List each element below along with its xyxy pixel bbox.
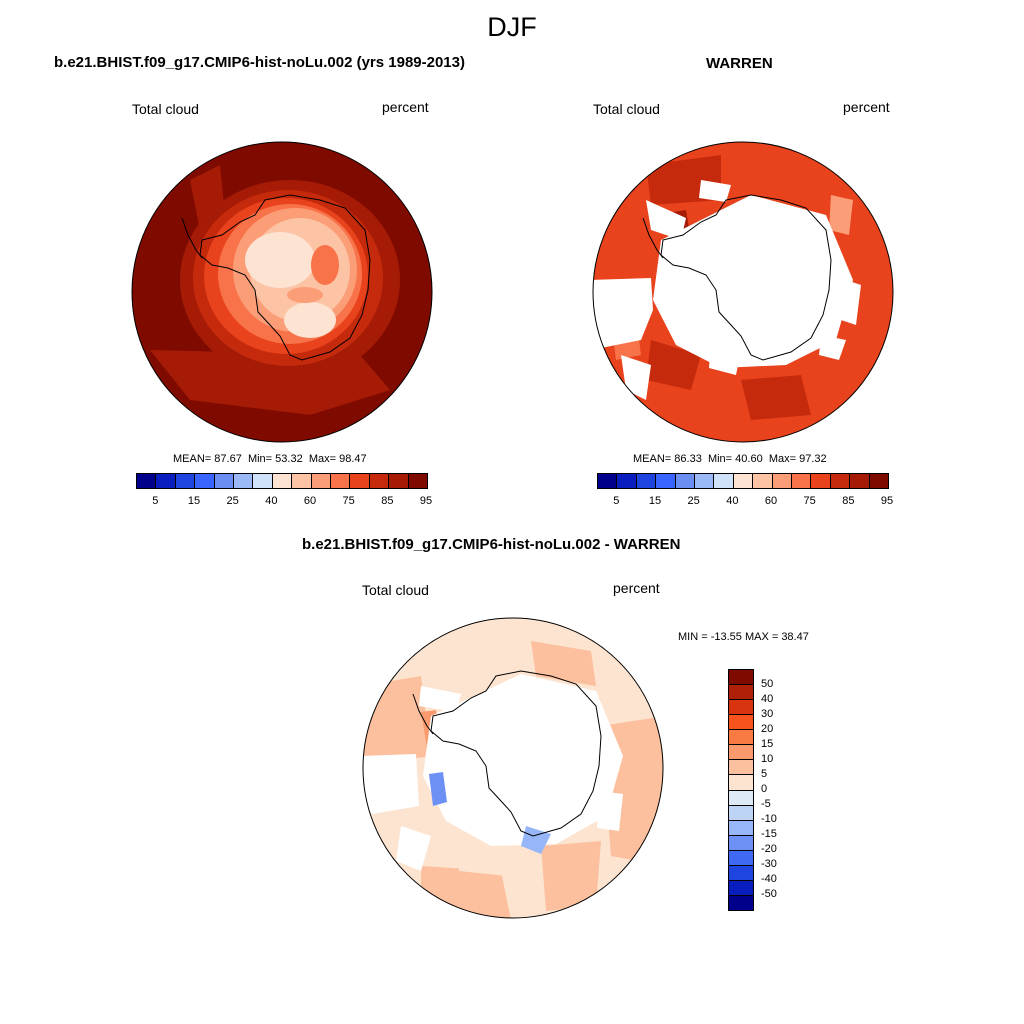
colorbar-tick-label: 95 xyxy=(419,495,433,507)
panel-1-colorbar xyxy=(136,473,428,489)
panel-1-map xyxy=(131,141,433,443)
panel-2-colorbar xyxy=(597,473,889,489)
colorbar-swatch xyxy=(714,474,734,488)
colorbar-tick-label: 40 xyxy=(726,495,739,507)
colorbar-swatch xyxy=(729,700,753,716)
colorbar-swatch xyxy=(369,474,390,488)
colorbar-swatch xyxy=(729,865,753,881)
colorbar-swatch xyxy=(272,474,293,488)
colorbar-swatch xyxy=(850,474,870,488)
colorbar-tick-label: 75 xyxy=(803,495,816,507)
colorbar-swatch xyxy=(729,805,753,821)
panel-2-stats: MEAN= 86.33 Min= 40.60 Max= 97.32 xyxy=(633,453,827,465)
panel-2-coastline xyxy=(660,194,832,361)
colorbar-swatch xyxy=(729,760,753,776)
colorbar-tick-label: 5 xyxy=(152,495,159,507)
colorbar-swatch xyxy=(869,474,889,488)
colorbar-swatch xyxy=(792,474,812,488)
colorbar-swatch xyxy=(729,715,753,731)
colorbar-swatch xyxy=(350,474,370,488)
colorbar-swatch xyxy=(253,474,273,488)
main-title: DJF xyxy=(487,12,537,42)
colorbar-tick-label: -40 xyxy=(761,873,777,885)
colorbar-swatch xyxy=(617,474,637,488)
panel-2-map xyxy=(592,141,894,443)
colorbar-swatch xyxy=(733,474,754,488)
colorbar-swatch xyxy=(729,775,753,791)
colorbar-swatch xyxy=(729,835,753,851)
colorbar-tick-label: 40 xyxy=(265,495,278,507)
colorbar-swatch xyxy=(729,685,753,701)
panel-1-title: b.e21.BHIST.f09_g17.CMIP6-hist-noLu.002 … xyxy=(54,54,465,71)
colorbar-swatch xyxy=(772,474,793,488)
colorbar-tick-label: 85 xyxy=(381,495,394,507)
colorbar-tick-label: 5 xyxy=(613,495,620,507)
colorbar-swatch xyxy=(753,474,773,488)
colorbar-swatch xyxy=(729,880,753,896)
colorbar-swatch xyxy=(729,820,753,836)
colorbar-tick-label: 20 xyxy=(761,723,774,735)
colorbar-swatch xyxy=(830,474,851,488)
colorbar-tick-label: 10 xyxy=(761,753,774,765)
panel-3-units-label: percent xyxy=(613,580,660,596)
colorbar-swatch xyxy=(729,670,753,686)
colorbar-swatch xyxy=(311,474,332,488)
colorbar-tick-label: 60 xyxy=(764,495,778,507)
colorbar-tick-label: 60 xyxy=(303,495,317,507)
colorbar-swatch xyxy=(636,474,657,488)
colorbar-swatch xyxy=(729,790,753,806)
colorbar-swatch xyxy=(156,474,176,488)
panel-1-variable-label: Total cloud xyxy=(132,101,199,117)
colorbar-swatch xyxy=(729,850,753,866)
colorbar-tick-label: -10 xyxy=(761,813,777,825)
colorbar-tick-label: 75 xyxy=(342,495,355,507)
colorbar-swatch xyxy=(195,474,215,488)
panel-3-variable-label: Total cloud xyxy=(362,582,429,598)
colorbar-tick-label: 5 xyxy=(761,768,768,780)
panel-3-coastline xyxy=(430,670,602,837)
colorbar-swatch xyxy=(729,895,753,910)
panel-3-colorbar xyxy=(728,669,754,911)
colorbar-tick-label: 50 xyxy=(761,678,774,690)
colorbar-swatch xyxy=(214,474,235,488)
colorbar-swatch xyxy=(729,730,753,746)
colorbar-tick-label: -5 xyxy=(761,798,771,810)
colorbar-tick-label: -30 xyxy=(761,858,777,870)
colorbar-tick-label: 15 xyxy=(648,495,662,507)
colorbar-tick-label: -50 xyxy=(761,888,777,900)
panel-1-coastline xyxy=(199,194,371,361)
colorbar-tick-label: 25 xyxy=(226,495,239,507)
colorbar-swatch xyxy=(675,474,696,488)
colorbar-tick-label: 30 xyxy=(761,708,774,720)
colorbar-tick-label: 25 xyxy=(687,495,700,507)
colorbar-swatch xyxy=(598,474,618,488)
colorbar-swatch xyxy=(729,745,753,761)
colorbar-swatch xyxy=(656,474,676,488)
panel-3-map xyxy=(362,617,664,919)
colorbar-tick-label: 85 xyxy=(842,495,855,507)
colorbar-swatch xyxy=(175,474,196,488)
colorbar-swatch xyxy=(292,474,312,488)
colorbar-tick-label: 40 xyxy=(761,693,774,705)
colorbar-swatch xyxy=(331,474,351,488)
panel-1-units-label: percent xyxy=(382,99,429,115)
colorbar-swatch xyxy=(389,474,409,488)
colorbar-tick-label: 95 xyxy=(880,495,894,507)
panel-2-units-label: percent xyxy=(843,99,890,115)
panel-3-stats: MIN = -13.55 MAX = 38.47 xyxy=(678,631,809,643)
colorbar-swatch xyxy=(811,474,831,488)
colorbar-swatch xyxy=(137,474,157,488)
colorbar-tick-label: 15 xyxy=(761,738,774,750)
colorbar-swatch xyxy=(408,474,428,488)
colorbar-tick-label: -20 xyxy=(761,843,777,855)
colorbar-swatch xyxy=(234,474,254,488)
colorbar-tick-label: 0 xyxy=(761,783,768,795)
panel-2-title: WARREN xyxy=(706,55,773,72)
colorbar-tick-label: 15 xyxy=(187,495,201,507)
colorbar-swatch xyxy=(695,474,715,488)
panel-2-variable-label: Total cloud xyxy=(593,101,660,117)
panel-3-title: b.e21.BHIST.f09_g17.CMIP6-hist-noLu.002 … xyxy=(302,536,681,553)
colorbar-tick-label: -15 xyxy=(761,828,777,840)
panel-1-stats: MEAN= 87.67 Min= 53.32 Max= 98.47 xyxy=(173,453,367,465)
